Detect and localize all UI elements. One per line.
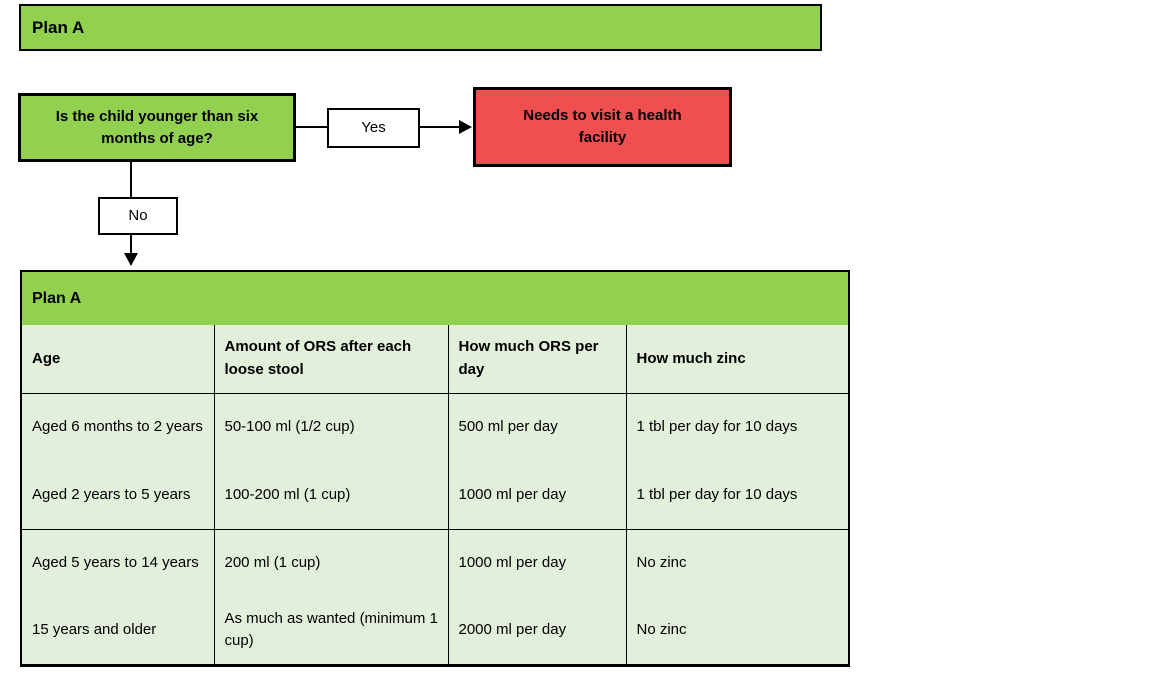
connector-line-yes-to-outcome xyxy=(420,126,460,128)
flow-question-text: Is the child younger than six months of … xyxy=(55,107,259,147)
table-title-row: Plan A xyxy=(21,271,850,325)
table-title: Plan A xyxy=(21,271,850,325)
flow-yes-label: Yes xyxy=(361,119,386,137)
cell-zinc: No zinc xyxy=(625,529,850,597)
plan-a-banner: Plan A xyxy=(19,4,822,51)
cell-zinc: 1 tbl per day for 10 days xyxy=(625,461,850,530)
arrow-right-icon xyxy=(459,120,472,134)
cell-ors-per-day: 2000 ml per day xyxy=(447,597,626,665)
cell-zinc: No zinc xyxy=(625,597,850,665)
connector-line-question-to-no xyxy=(130,161,132,198)
connector-line-question-to-yes xyxy=(296,126,327,128)
cell-ors-per-stool: 100-200 ml (1 cup) xyxy=(213,461,448,530)
cell-age: 15 years and older xyxy=(21,597,214,665)
flow-no-label: No xyxy=(128,207,148,225)
table-header-row: Age Amount of ORS after each loose stool… xyxy=(21,325,850,394)
flow-question-box: Is the child younger than six months of … xyxy=(18,93,296,162)
table-row: Aged 6 months to 2 years 50-100 ml (1/2 … xyxy=(21,393,850,461)
flow-no-box: No xyxy=(98,197,178,235)
table-row: Aged 5 years to 14 years 200 ml (1 cup) … xyxy=(21,529,850,597)
table-row: 15 years and older As much as wanted (mi… xyxy=(21,597,850,665)
arrow-down-icon xyxy=(124,253,138,266)
cell-ors-per-stool: As much as wanted (minimum 1 cup) xyxy=(213,597,448,665)
cell-ors-per-day: 1000 ml per day xyxy=(447,461,626,530)
flow-outcome-text: Needs to visit a health facility xyxy=(523,107,682,146)
column-header-ors-per-day: How much ORS per day xyxy=(447,325,626,394)
cell-age: Aged 2 years to 5 years xyxy=(21,461,214,530)
column-header-ors-per-stool: Amount of ORS after each loose stool xyxy=(213,325,448,394)
cell-ors-per-day: 500 ml per day xyxy=(447,393,626,461)
cell-age: Aged 6 months to 2 years xyxy=(21,393,214,461)
table-row: Aged 2 years to 5 years 100-200 ml (1 cu… xyxy=(21,461,850,530)
flow-yes-box: Yes xyxy=(327,108,420,148)
banner-title: Plan A xyxy=(32,17,85,37)
flow-outcome-box: Needs to visit a health facility xyxy=(473,87,732,167)
connector-line-no-to-table xyxy=(130,234,132,254)
cell-age: Aged 5 years to 14 years xyxy=(21,529,214,597)
cell-ors-per-stool: 200 ml (1 cup) xyxy=(213,529,448,597)
cell-ors-per-stool: 50-100 ml (1/2 cup) xyxy=(213,393,448,461)
cell-ors-per-day: 1000 ml per day xyxy=(447,529,626,597)
column-header-age: Age xyxy=(21,325,214,394)
column-header-zinc: How much zinc xyxy=(625,325,850,394)
cell-zinc: 1 tbl per day for 10 days xyxy=(625,393,850,461)
plan-a-table: Plan A Age Amount of ORS after each loos… xyxy=(20,270,851,667)
